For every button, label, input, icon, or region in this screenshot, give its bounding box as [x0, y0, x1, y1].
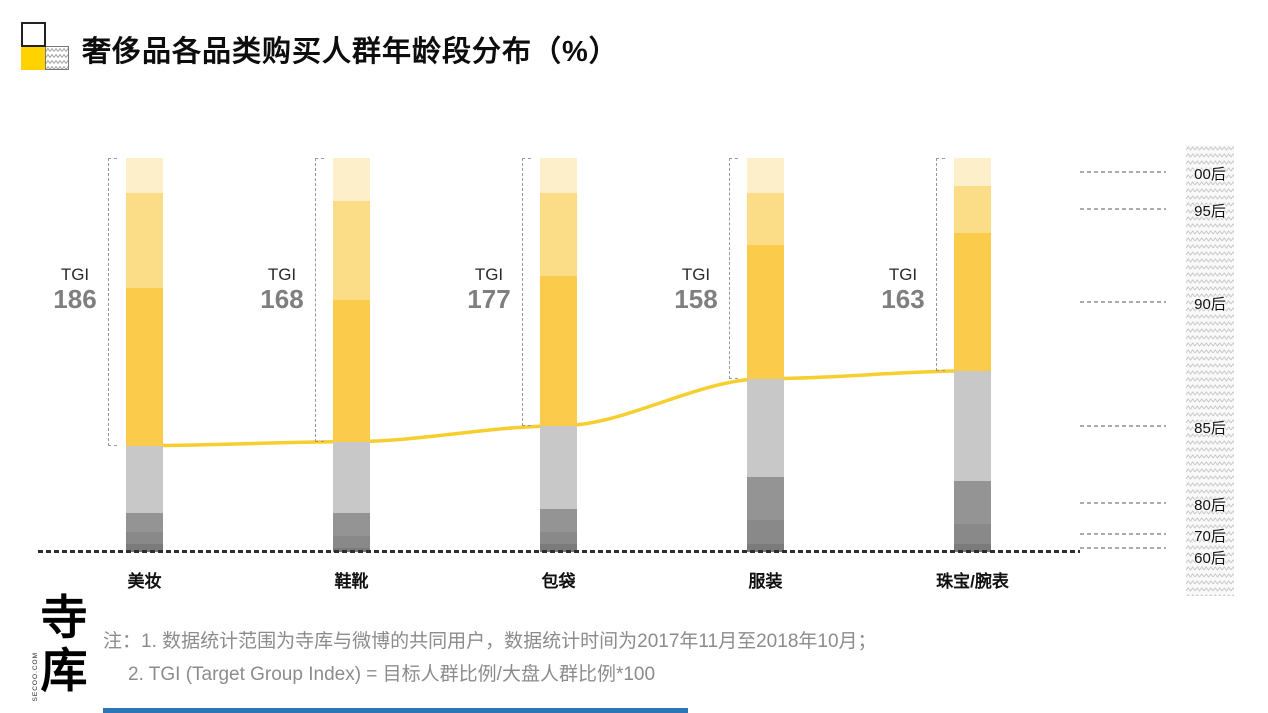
age-group-label: 80后 — [1194, 496, 1226, 514]
bar-segment — [333, 158, 370, 202]
bar-segment — [540, 276, 577, 426]
age-tick-line — [1080, 533, 1166, 536]
bar-segment — [540, 508, 577, 533]
bottom-accent-strip — [103, 708, 688, 713]
tgi-label-block: TGI 168 — [245, 265, 319, 315]
bar-segment — [747, 520, 784, 545]
bar-segment — [126, 158, 163, 194]
age-tick-line — [1080, 547, 1166, 550]
tgi-bracket — [936, 158, 945, 371]
x-axis-baseline — [38, 550, 1080, 553]
tgi-value: 177 — [467, 283, 511, 314]
tgi-caption: TGI — [681, 265, 711, 284]
stacked-bar-4 — [747, 158, 784, 552]
bar-segment — [126, 544, 163, 552]
bar-segment — [954, 370, 991, 482]
bar-segment — [954, 232, 991, 371]
age-group-label: 90后 — [1194, 295, 1226, 313]
tgi-bracket — [315, 158, 324, 442]
age-tick-line — [1080, 501, 1166, 504]
bar-segment — [540, 425, 577, 509]
bar-segment — [126, 193, 163, 288]
age-tick-line — [1080, 208, 1166, 211]
tgi-bracket — [108, 158, 117, 446]
category-label: 珠宝/腕表 — [936, 572, 1009, 591]
bar-segment — [126, 288, 163, 446]
bar-segment — [333, 201, 370, 300]
category-label: 服装 — [748, 572, 783, 591]
bar-segment — [747, 158, 784, 194]
tgi-label-block: TGI 177 — [452, 265, 526, 315]
tgi-value: 163 — [881, 283, 925, 314]
age-tick-line — [1080, 300, 1166, 303]
bar-segment — [540, 532, 577, 545]
stacked-bar-1 — [126, 158, 163, 552]
bar-segment — [126, 445, 163, 513]
bar-segment — [126, 532, 163, 545]
bar-segment — [747, 378, 784, 478]
tgi-value: 168 — [260, 283, 304, 314]
bar-segment — [954, 158, 991, 186]
bar-segment — [333, 536, 370, 548]
bar-segment — [333, 548, 370, 552]
category-label: 包袋 — [541, 572, 576, 591]
bar-segment — [747, 193, 784, 245]
tgi-bracket — [522, 158, 531, 426]
category-label: 鞋靴 — [334, 572, 369, 591]
footnote-line-1: 注：1. 数据统计范围为寺库与微博的共同用户，数据统计时间为2017年11月至2… — [103, 631, 877, 652]
age-group-label: 00后 — [1194, 165, 1226, 183]
stacked-bar-5 — [954, 158, 991, 552]
age-group-label: 60后 — [1194, 550, 1226, 568]
bar-segment — [540, 193, 577, 277]
category-label: 美妆 — [127, 572, 162, 591]
age-tick-line — [1080, 170, 1166, 173]
tgi-value: 158 — [674, 283, 718, 314]
stacked-bar-2 — [333, 158, 370, 552]
bar-segment — [333, 299, 370, 442]
tgi-caption: TGI — [267, 265, 297, 284]
title-bullet-white-square-icon — [21, 22, 46, 47]
footnote-line-2: 2. TGI (Target Group Index) = 目标人群比例/大盘人… — [128, 664, 656, 685]
tgi-label-block: TGI 158 — [659, 265, 733, 315]
tgi-label-block: TGI 186 — [38, 265, 112, 315]
age-group-label: 85后 — [1194, 419, 1226, 437]
bar-segment — [747, 244, 784, 379]
bar-segment — [747, 544, 784, 552]
logo-char-2: 库 — [40, 643, 88, 697]
age-tick-line — [1080, 424, 1166, 427]
age-group-label: 70后 — [1194, 528, 1226, 546]
bar-segment — [747, 477, 784, 521]
bar-segment — [954, 544, 991, 552]
page-title: 奢侈品各品类购买人群年龄段分布（%） — [82, 36, 619, 68]
tgi-value: 186 — [53, 283, 97, 314]
bar-segment — [954, 185, 991, 233]
stacked-bar-3 — [540, 158, 577, 552]
age-axis-band — [1186, 145, 1234, 596]
bar-segment — [540, 544, 577, 552]
bar-segment — [333, 512, 370, 537]
tgi-label-block: TGI 163 — [866, 265, 940, 315]
secoo-logo: 寺 库 SECOO.COM — [32, 591, 98, 701]
tgi-caption: TGI — [888, 265, 918, 284]
title-bullet-zigzag-square-icon — [45, 46, 69, 70]
logo-char-1: 寺 — [40, 591, 88, 644]
tgi-caption: TGI — [474, 265, 504, 284]
title-bullet-yellow-square-icon — [21, 46, 45, 70]
bar-segment — [954, 481, 991, 525]
logo-subtext: SECOO.COM — [32, 652, 39, 702]
bar-segment — [954, 524, 991, 545]
tgi-bracket — [729, 158, 738, 379]
bar-segment — [333, 441, 370, 513]
tgi-caption: TGI — [60, 265, 90, 284]
bar-segment — [540, 158, 577, 194]
bar-segment — [126, 512, 163, 533]
age-group-label: 95后 — [1194, 203, 1226, 221]
